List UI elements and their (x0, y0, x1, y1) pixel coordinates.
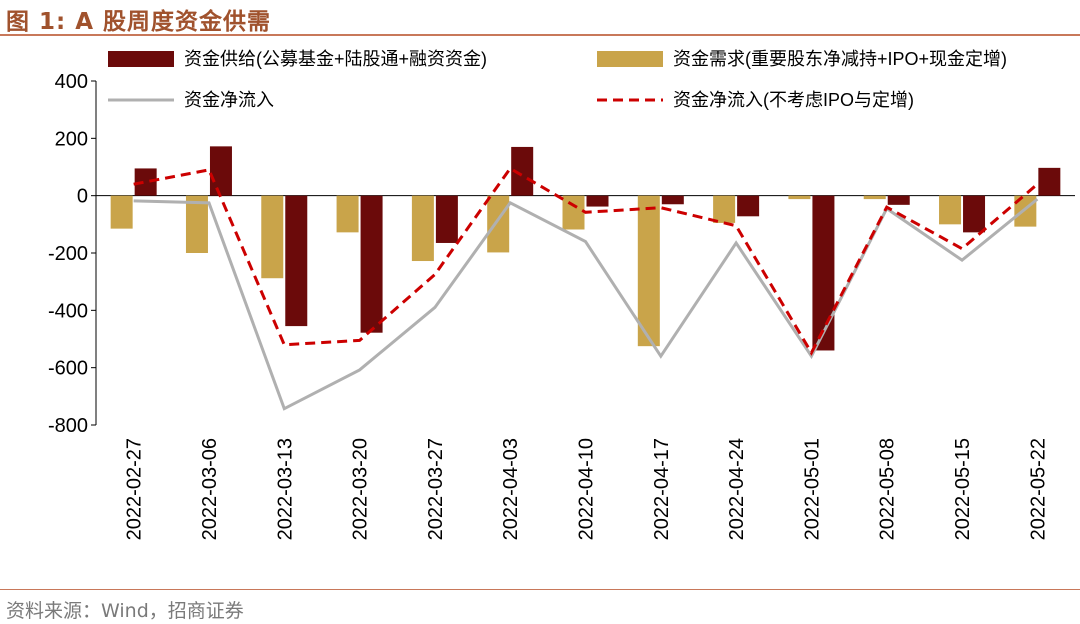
demand-bar (411, 195, 434, 262)
supply-bar (209, 146, 232, 196)
x-tick-label: 2022-03-20 (350, 438, 372, 540)
legend-label: 资金净流入 (184, 90, 274, 110)
y-tick-label: -600 (48, 358, 88, 380)
supply-bar (511, 146, 534, 196)
x-tick-label: 2022-05-15 (952, 438, 974, 540)
supply-bar (586, 195, 609, 207)
y-tick-label: -800 (48, 415, 88, 437)
x-tick-label: 2022-03-13 (274, 438, 296, 540)
supply-bar (737, 195, 760, 217)
supply-bar (812, 195, 835, 351)
legend-label: 资金供给(公募基金+陆股通+融资资金) (184, 49, 487, 69)
legend-label: 资金需求(重要股东净减持+IPO+现金定增) (673, 49, 1007, 69)
supply-bar (963, 195, 986, 233)
supply-bar (1038, 167, 1061, 196)
legend-swatch (108, 51, 174, 67)
demand-bar (562, 195, 585, 230)
net-inflow-excl-ipo-line (133, 166, 1039, 356)
demand-bar (487, 195, 510, 253)
x-tick-label: 2022-05-08 (877, 438, 899, 540)
figure-title: 图 1: A 股周度资金供需 (6, 9, 272, 35)
source-divider (0, 589, 1080, 590)
supply-bar (134, 168, 157, 196)
x-tick-label: 2022-04-17 (651, 438, 673, 540)
demand-bar (939, 195, 962, 225)
x-tick-label: 2022-02-27 (124, 438, 146, 540)
chart-canvas: 400 200 0 -200 -400 -600 -800 2022-02-27 2022-0… (48, 49, 1075, 540)
supply-bar (887, 195, 910, 205)
supply-bar (435, 195, 458, 243)
x-tick-label: 2022-04-03 (500, 438, 522, 540)
supply-bar (661, 195, 684, 205)
demand-bar (637, 195, 660, 347)
y-tick-label: -400 (48, 300, 88, 322)
y-tick-label: 200 (55, 128, 88, 150)
supply-bar (360, 195, 383, 333)
demand-bar (713, 195, 736, 223)
x-tick-label: 2022-03-06 (199, 438, 221, 540)
x-tick-label: 2022-03-27 (425, 438, 447, 540)
demand-bar (863, 195, 886, 200)
y-tick-label: 0 (77, 186, 88, 208)
demand-bar (336, 195, 359, 233)
demand-bar (185, 195, 208, 253)
demand-bar (261, 195, 284, 279)
legend-label: 资金净流入(不考虑IPO与定增) (673, 90, 914, 110)
demand-bar (110, 195, 133, 229)
x-tick-label: 2022-04-24 (726, 438, 748, 540)
source-note: 资料来源：Wind，招商证券 (6, 600, 244, 622)
x-tick-label: 2022-05-01 (801, 438, 823, 540)
supply-bar (285, 195, 308, 327)
x-tick-label: 2022-04-10 (576, 438, 598, 540)
y-tick-label: -200 (48, 243, 88, 265)
demand-bar (788, 195, 811, 200)
title-divider (0, 34, 1080, 36)
legend-swatch (597, 51, 663, 67)
x-tick-label: 2022-05-22 (1027, 438, 1049, 540)
y-tick-label: 400 (55, 71, 88, 93)
